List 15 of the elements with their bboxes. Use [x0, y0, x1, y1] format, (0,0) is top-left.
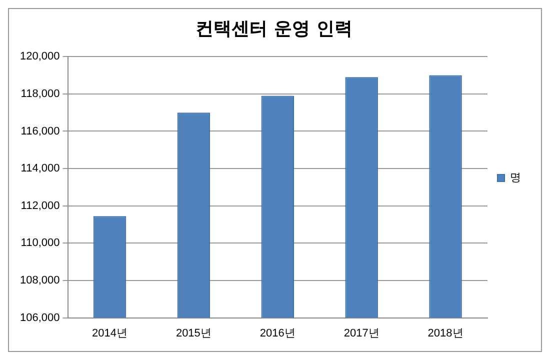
y-tick-label: 114,000: [20, 162, 60, 175]
y-tick-label: 110,000: [20, 237, 60, 250]
chart-title: 컨택센터 운영 인력: [196, 18, 352, 40]
y-tick-label: 112,000: [20, 200, 60, 212]
y-tick-label: 106,000: [20, 312, 60, 324]
x-tick-label: 2018년: [428, 327, 464, 340]
legend-label: 명: [510, 172, 521, 184]
y-tick-label: 108,000: [20, 274, 60, 287]
x-tick-label: 2016년: [260, 327, 296, 340]
y-tick-label: 116,000: [20, 125, 60, 138]
y-tick-label: 118,000: [20, 88, 60, 100]
x-tick-label: 2014년: [92, 327, 128, 340]
x-tick-label: 2015년: [176, 327, 212, 340]
y-tick-label: 120,000: [20, 50, 60, 63]
x-tick-label: 2017년: [344, 327, 380, 340]
